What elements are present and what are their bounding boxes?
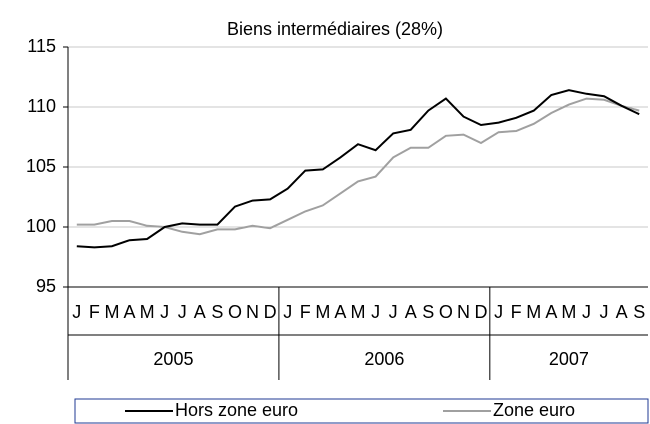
x-tick-label: O [439, 302, 453, 322]
x-tick-label: S [422, 302, 434, 322]
x-tick-label: D [475, 302, 488, 322]
x-tick-label: M [104, 302, 119, 322]
x-tick-label: N [246, 302, 259, 322]
x-tick-label: M [140, 302, 155, 322]
x-tick-label: J [582, 302, 591, 322]
x-tick-label: F [89, 302, 100, 322]
series-line [76, 89, 640, 249]
x-tick-label: O [228, 302, 242, 322]
x-tick-label: J [389, 302, 398, 322]
x-tick-label: D [264, 302, 277, 322]
series-line [76, 97, 640, 236]
x-tick-label: M [526, 302, 541, 322]
x-tick-label: A [545, 302, 557, 322]
x-tick-label: A [616, 302, 628, 322]
legend-label: Zone euro [493, 400, 575, 420]
x-tick-label: M [561, 302, 576, 322]
chart-title: Biens intermédiaires (28%) [227, 19, 443, 39]
x-tick-label: J [283, 302, 292, 322]
y-tick-label: 100 [26, 216, 56, 236]
x-tick-label: J [178, 302, 187, 322]
x-tick-label: J [600, 302, 609, 322]
x-tick-label: N [457, 302, 470, 322]
year-label: 2007 [549, 349, 589, 369]
y-tick-label: 105 [26, 156, 56, 176]
legend-label: Hors zone euro [175, 400, 298, 420]
y-tick-label: 110 [27, 96, 56, 116]
x-tick-label: S [211, 302, 223, 322]
x-tick-label: F [511, 302, 522, 322]
year-label: 2005 [153, 349, 193, 369]
y-tick-label: 95 [36, 276, 56, 296]
x-tick-label: J [72, 302, 81, 322]
x-tick-label: A [334, 302, 346, 322]
y-tick-label: 115 [27, 36, 56, 56]
x-tick-label: F [300, 302, 311, 322]
x-tick-label: S [633, 302, 645, 322]
x-tick-label: J [160, 302, 169, 322]
x-tick-label: M [315, 302, 330, 322]
x-tick-label: A [124, 302, 136, 322]
year-label: 2006 [364, 349, 404, 369]
x-tick-label: A [405, 302, 417, 322]
x-tick-label: A [194, 302, 206, 322]
x-tick-label: J [494, 302, 503, 322]
x-tick-label: M [351, 302, 366, 322]
x-tick-label: J [371, 302, 380, 322]
